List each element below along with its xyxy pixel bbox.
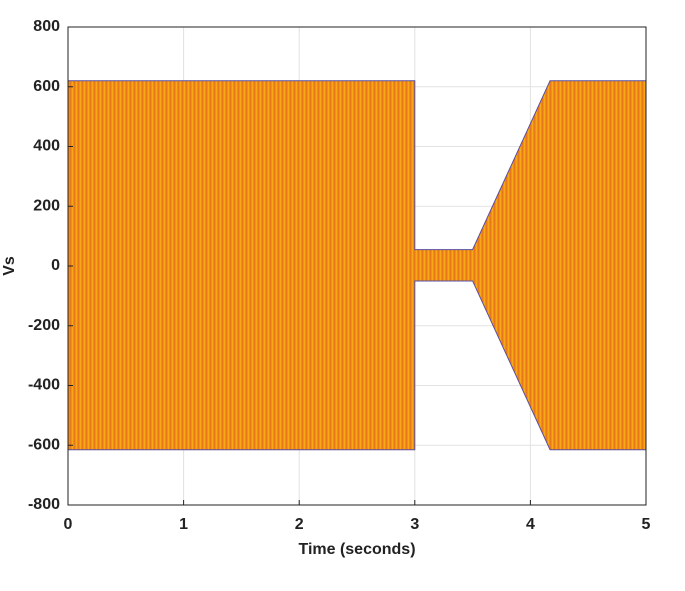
y-tick-label: -200 <box>28 317 60 334</box>
x-axis-label: Time (seconds) <box>298 541 415 558</box>
y-tick-label: 600 <box>33 78 60 95</box>
x-tick-label: 2 <box>295 516 304 533</box>
x-tick-label: 1 <box>179 516 188 533</box>
y-tick-label: -400 <box>28 377 60 394</box>
marks <box>67 80 647 451</box>
y-tick-label: 200 <box>33 197 60 214</box>
y-tick-label: 800 <box>33 18 60 35</box>
y-tick-label: -600 <box>28 436 60 453</box>
y-tick-label: -800 <box>28 496 60 513</box>
x-tick-label: 4 <box>526 516 535 533</box>
y-tick-label: 0 <box>51 257 60 274</box>
x-tick-label: 0 <box>64 516 73 533</box>
signal-envelope <box>67 80 647 451</box>
x-tick-label: 5 <box>642 516 651 533</box>
y-tick-label: 400 <box>33 138 60 155</box>
x-tick-label: 3 <box>410 516 419 533</box>
y-axis-label: Vs <box>1 256 18 276</box>
